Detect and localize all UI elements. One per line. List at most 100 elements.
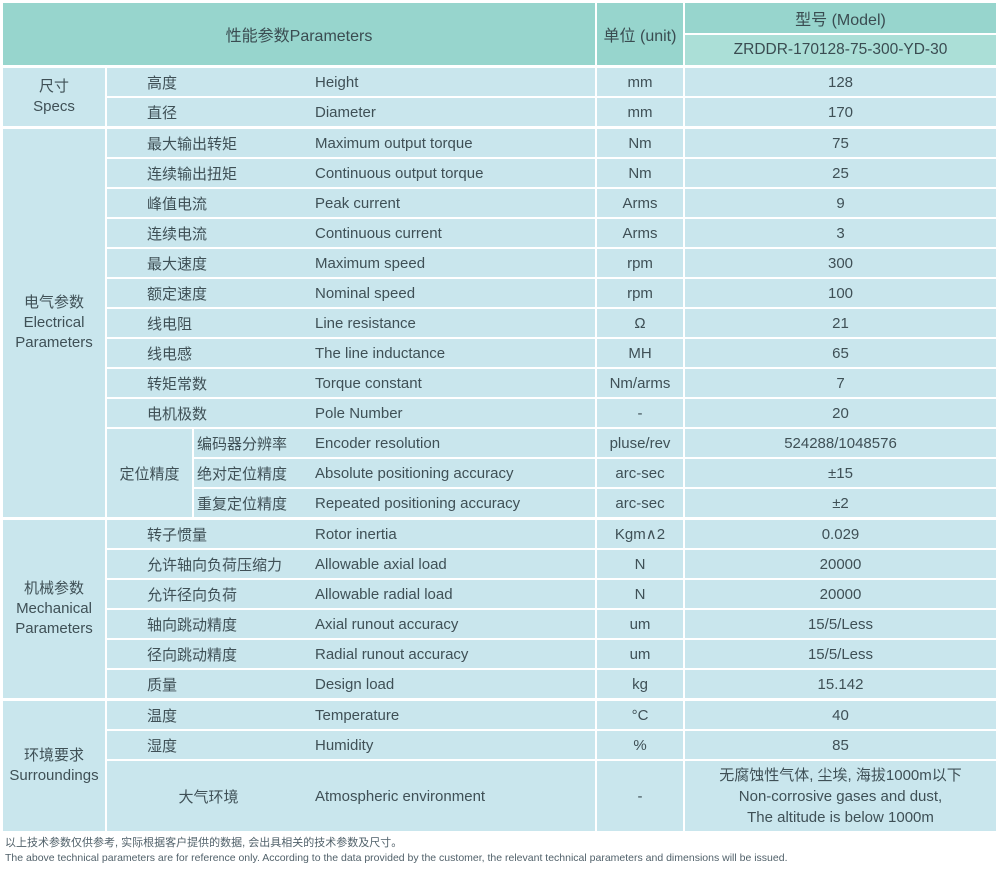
param-name-en: Absolute positioning accuracy: [315, 464, 514, 482]
spec-value: 9: [685, 189, 996, 217]
spec-row: 转子惯量 Rotor inertia Kgm∧2 0.029: [107, 520, 996, 548]
unit-value: Nm/arms: [597, 369, 683, 397]
spec-value: 21: [685, 309, 996, 337]
param-name-cell: 质量 Design load: [107, 670, 595, 698]
spec-row: 最大速度 Maximum speed rpm 300: [107, 249, 996, 277]
spec-value: 75: [685, 129, 996, 157]
param-name-en: Maximum speed: [315, 254, 426, 272]
param-name-en: Radial runout accuracy: [315, 645, 469, 663]
spec-value: 300: [685, 249, 996, 277]
group-body: 温度 Temperature °C 40 湿度 Humidity% 85 大气环境 Atmosp…: [107, 701, 996, 831]
spec-value: 15.142: [685, 670, 996, 698]
spec-row: 最大输出转矩 Maximum output torque Nm 75: [107, 129, 996, 157]
param-name-en: Continuous output torque: [315, 164, 484, 182]
group-label-line: Mechanical: [16, 600, 92, 617]
param-name-en: Torque constant: [315, 374, 422, 392]
footer-note-en: The above technical parameters are for r…: [5, 852, 788, 864]
spec-value: 7: [685, 369, 996, 397]
group-body: 转子惯量 Rotor inertia Kgm∧2 0.029 允许轴向负荷压缩力 Allo…: [107, 520, 996, 698]
spec-row: 湿度 Humidity% 85: [107, 731, 996, 759]
spec-row: 直径 Diameter mm 170: [107, 98, 996, 126]
table-header: 性能参数Parameters 单位 (unit) 型号 (Model) ZRDD…: [3, 3, 996, 65]
unit-value: N: [597, 580, 683, 608]
param-name-cell: 温度 Temperature: [107, 701, 595, 729]
spec-row: 绝对定位精度 Absolute positioning accuracy arc-s…: [194, 459, 996, 487]
spec-value: 15/5/Less: [685, 610, 996, 638]
spec-row: 允许轴向负荷压缩力 Allowable axial load N 20000: [107, 550, 996, 578]
group-label-line: Parameters: [15, 334, 93, 351]
param-name-en: Axial runout accuracy: [315, 615, 459, 633]
param-name-cn: 转子惯量: [147, 526, 208, 544]
unit-value: Arms: [597, 219, 683, 247]
param-name-cell: 湿度 Humidity: [107, 731, 595, 759]
group-label-line: 电气参数: [23, 294, 84, 311]
param-name-cell: 连续电流 Continuous current: [107, 219, 595, 247]
spec-group-mechanical: 机械参数 Mechanical Parameters 转子惯量 Rotor inerti…: [3, 520, 996, 698]
param-name-en: Rotor inertia: [315, 525, 397, 543]
unit-value: Nm: [597, 159, 683, 187]
unit-value: mm: [597, 68, 683, 96]
footer-note: 以上技术参数仅供参考, 实际根据客户提供的数据, 会出具相关的技术参数及尺寸。 …: [5, 836, 999, 866]
group-label: 机械参数 Mechanical Parameters: [3, 520, 105, 698]
spec-value-line: 无腐蚀性气体, 尘埃, 海拔1000m以下: [719, 766, 962, 784]
param-name-cell: 电机极数 Pole Number: [107, 399, 595, 427]
param-name-en: Temperature: [315, 706, 400, 724]
spec-row: 重复定位精度 Repeated positioning accuracy arc-s…: [194, 489, 996, 517]
param-name-cn: 额定速度: [147, 285, 208, 303]
param-name-cn: 允许轴向负荷压缩力: [147, 556, 283, 574]
spec-row: 轴向跳动精度 Axial runout accuracy um 15/5/Less: [107, 610, 996, 638]
unit-header: 单位 (unit): [597, 3, 683, 65]
spec-row: 允许径向负荷 Allowable radial load N 20000: [107, 580, 996, 608]
spec-value: 524288/1048576: [685, 429, 996, 457]
spec-value: 15/5/Less: [685, 640, 996, 668]
param-name-cell: 直径 Diameter: [107, 98, 595, 126]
param-name-cn: 径向跳动精度: [147, 646, 238, 664]
spec-value: 100: [685, 279, 996, 307]
spec-value: 40: [685, 701, 996, 729]
param-name-cn: 最大速度: [147, 255, 208, 273]
unit-value: N: [597, 550, 683, 578]
param-name-cn: 绝对定位精度: [197, 465, 288, 483]
param-name-cell: 线电阻 Line resistance: [107, 309, 595, 337]
param-name-cell: 径向跳动精度 Radial runout accuracy: [107, 640, 595, 668]
spec-value: 65: [685, 339, 996, 367]
unit-value: °C: [597, 701, 683, 729]
param-name-cn: 线电感: [147, 345, 193, 363]
spec-row: 高度 Height mm 128: [107, 68, 996, 96]
param-name-en: Atmospheric environment: [315, 787, 486, 805]
param-name-cn: 轴向跳动精度: [147, 616, 238, 634]
spec-group-specs: 尺寸 Specs 高度 Height mm 128 直径 Diameter mm 170: [3, 68, 996, 126]
param-name-en: Peak current: [315, 194, 401, 212]
param-name-cn: 重复定位精度: [197, 495, 288, 513]
unit-value: um: [597, 640, 683, 668]
spec-group-surroundings: 环境要求 Surroundings 温度 Temperature °C 40 湿度 Humid…: [3, 701, 996, 831]
param-name-cn: 线电阻: [147, 315, 193, 333]
group-label-line: 尺寸: [38, 78, 69, 95]
param-name-en: Encoder resolution: [315, 434, 441, 452]
spec-value-line: The altitude is below 1000m: [747, 808, 934, 826]
unit-value: mm: [597, 98, 683, 126]
param-name-cn: 连续电流: [147, 225, 208, 243]
param-name-cn: 高度: [147, 74, 178, 92]
param-name-cell: 允许轴向负荷压缩力 Allowable axial load: [107, 550, 595, 578]
unit-value: kg: [597, 670, 683, 698]
unit-value: Nm: [597, 129, 683, 157]
param-name-cell: 额定速度 Nominal speed: [107, 279, 595, 307]
group-label-line: Parameters: [15, 620, 93, 637]
model-number: ZRDDR-170128-75-300-YD-30: [685, 35, 996, 65]
unit-value: %: [597, 731, 683, 759]
param-name-cn: 编码器分辨率: [197, 435, 288, 453]
param-name-en: Pole Number: [315, 404, 403, 422]
param-name-en: Humidity: [315, 736, 374, 754]
param-name-cell: 连续输出扭矩 Continuous output torque: [107, 159, 595, 187]
unit-value: um: [597, 610, 683, 638]
unit-value: Ω: [597, 309, 683, 337]
spec-value: ±15: [685, 459, 996, 487]
spec-row: 编码器分辨率 Encoder resolution pluse/rev 524288/…: [194, 429, 996, 457]
param-name-cn: 转矩常数: [147, 375, 208, 393]
spec-value: 无腐蚀性气体, 尘埃, 海拔1000m以下 Non-corrosive gases…: [685, 761, 996, 831]
spec-row: 电机极数 Pole Number -20: [107, 399, 996, 427]
param-name-en: Design load: [315, 675, 395, 693]
group-label-line: Surroundings: [9, 767, 99, 784]
spec-row: 连续输出扭矩 Continuous output torque Nm 25: [107, 159, 996, 187]
